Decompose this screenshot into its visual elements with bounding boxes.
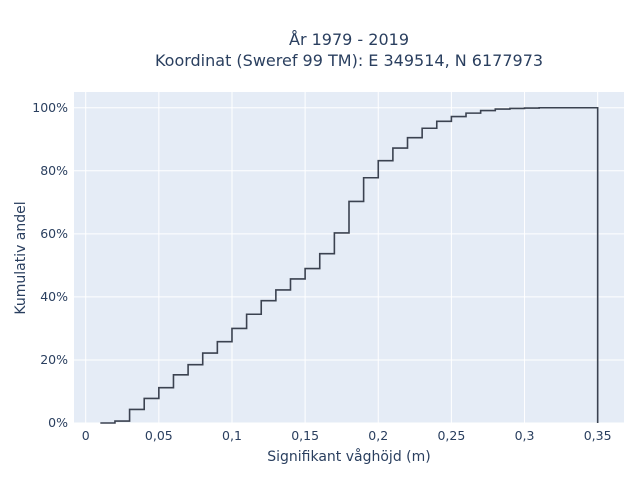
- x-tick-label: 0,2: [368, 428, 388, 443]
- y-tick-label: 80%: [40, 163, 68, 178]
- plot-area: [74, 92, 624, 423]
- y-tick-label: 60%: [40, 226, 68, 241]
- y-axis-ticks: 0% 20% 40% 60% 80% 100%: [32, 100, 68, 430]
- cdf-step-line: [100, 106, 599, 424]
- x-tick-label: 0,35: [584, 428, 612, 443]
- y-axis-title: Kumulativ andel: [13, 201, 29, 314]
- x-tick-label: 0,25: [437, 428, 465, 443]
- x-tick-label: 0: [82, 428, 90, 443]
- x-tick-label: 0,15: [291, 428, 319, 443]
- x-axis-title: Signifikant våghöjd (m): [267, 448, 430, 465]
- y-tick-label: 40%: [40, 289, 68, 304]
- chart-title-line1: År 1979 - 2019: [289, 30, 409, 49]
- y-tick-label: 100%: [32, 100, 68, 115]
- y-tick-label: 0%: [48, 415, 68, 430]
- x-axis-ticks: 0 0,05 0,1 0,15 0,2 0,25 0,3 0,35: [82, 428, 612, 443]
- y-tick-label: 20%: [40, 352, 68, 367]
- series-group: [100, 106, 599, 424]
- x-tick-label: 0,1: [222, 428, 242, 443]
- chart-title-line2: Koordinat (Sweref 99 TM): E 349514, N 61…: [155, 51, 543, 70]
- x-tick-label: 0,3: [515, 428, 535, 443]
- x-tick-label: 0,05: [145, 428, 173, 443]
